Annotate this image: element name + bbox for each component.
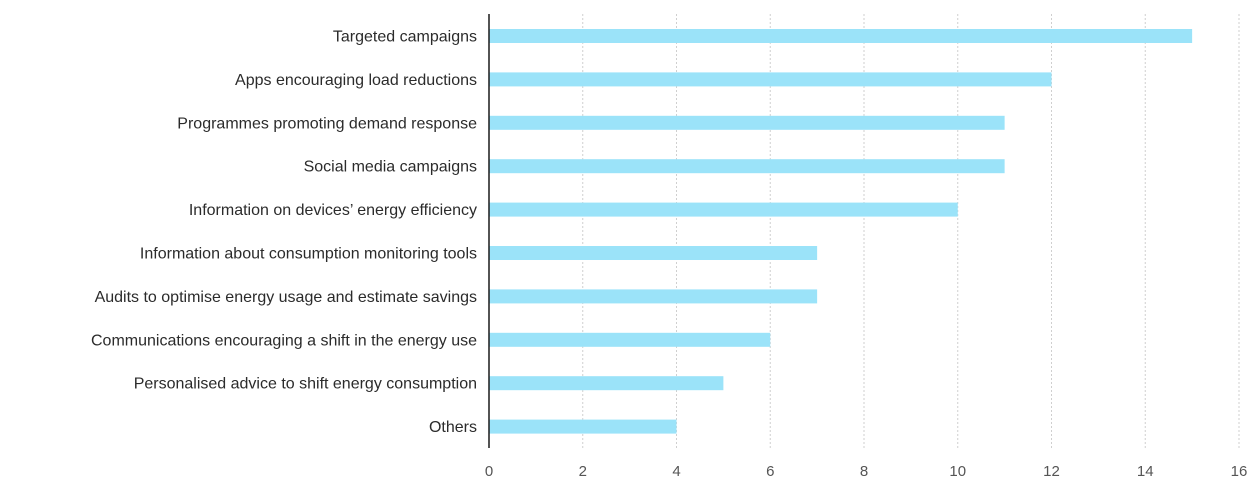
category-label: Social media campaigns (304, 159, 477, 176)
category-labels: Targeted campaigns Apps encouraging load … (91, 29, 477, 437)
bar (489, 115, 1005, 130)
category-label: Programmes promoting demand response (177, 115, 477, 132)
x-tick-label: 0 (485, 463, 493, 478)
x-axis-tick-labels: 0 2 4 6 8 10 12 14 16 (485, 463, 1248, 478)
category-label: Targeted campaigns (333, 29, 477, 46)
category-label: Audits to optimise energy usage and esti… (95, 289, 477, 306)
category-label: Communications encouraging a shift in th… (91, 332, 477, 349)
x-tick-label: 6 (766, 463, 774, 478)
x-tick-label: 4 (672, 463, 680, 478)
x-tick-label: 12 (1043, 463, 1060, 478)
category-label: Personalised advice to shift energy cons… (134, 376, 477, 393)
bar (489, 159, 1005, 174)
bar (489, 289, 818, 304)
x-tick-label: 2 (579, 463, 587, 478)
bar (489, 376, 724, 391)
bar (489, 29, 1193, 43)
bar (489, 246, 818, 260)
x-tick-label: 8 (860, 463, 868, 478)
x-tick-label: 10 (949, 463, 966, 478)
bar (489, 419, 677, 434)
bar (489, 72, 1052, 87)
bar (489, 332, 771, 347)
bars (489, 29, 1193, 434)
category-label: Others (429, 419, 477, 436)
category-label: Apps encouraging load reductions (235, 72, 477, 89)
bar (489, 202, 958, 217)
category-label: Information on devices’ energy efficienc… (189, 202, 477, 219)
category-label: Information about consumption monitoring… (140, 246, 477, 263)
x-tick-label: 16 (1231, 463, 1248, 478)
x-tick-label: 14 (1137, 463, 1154, 478)
